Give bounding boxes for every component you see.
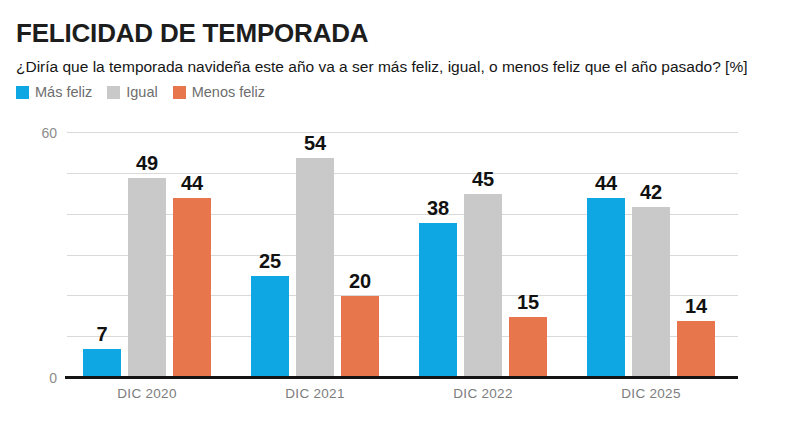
legend-swatch-icon — [173, 86, 186, 99]
legend-label: Más feliz — [35, 84, 92, 100]
bar-menos-feliz-dic-2020: 44 — [173, 198, 211, 378]
infographic: FELICIDAD DE TEMPORADA ¿Diría que la tem… — [0, 0, 800, 448]
legend-item-mas-feliz: Más feliz — [16, 84, 92, 100]
bar-value-label: 38 — [427, 197, 449, 220]
bar-igual-dic-2021: 54 — [296, 158, 334, 379]
bar-value-label: 45 — [472, 168, 494, 191]
legend-item-menos-feliz: Menos feliz — [173, 84, 265, 100]
chart-legend: Más feliz Igual Menos feliz — [16, 84, 280, 100]
bar-value-label: 14 — [685, 295, 707, 318]
plot-area: 74944255420384515444214 600 — [65, 133, 738, 378]
bar-menos-feliz-dic-2025: 14 — [677, 321, 715, 378]
bar-group-dic-2020: 74944 — [83, 133, 211, 378]
bar-value-label: 42 — [640, 181, 662, 204]
bar-mas-feliz-dic-2022: 38 — [419, 223, 457, 378]
category-label: DIC 2025 — [587, 386, 715, 401]
bar-groups: 74944255420384515444214 — [65, 133, 738, 378]
legend-item-igual: Igual — [107, 84, 157, 100]
bar-group-dic-2022: 384515 — [419, 133, 547, 378]
bar-igual-dic-2022: 45 — [464, 194, 502, 378]
legend-swatch-icon — [16, 86, 29, 99]
category-label: DIC 2022 — [419, 386, 547, 401]
legend-swatch-icon — [107, 86, 120, 99]
page-title: FELICIDAD DE TEMPORADA — [16, 18, 368, 49]
y-axis-tick-0: 0 — [49, 370, 57, 386]
bar-value-label: 25 — [259, 250, 281, 273]
bar-group-dic-2025: 444214 — [587, 133, 715, 378]
bar-mas-feliz-dic-2021: 25 — [251, 276, 289, 378]
legend-label: Menos feliz — [192, 84, 265, 100]
bar-value-label: 15 — [517, 291, 539, 314]
category-label: DIC 2020 — [83, 386, 211, 401]
bar-value-label: 54 — [304, 132, 326, 155]
category-label: DIC 2021 — [251, 386, 379, 401]
x-axis-labels: DIC 2020 DIC 2021 DIC 2022 DIC 2025 — [65, 386, 738, 401]
bar-igual-dic-2025: 42 — [632, 207, 670, 379]
x-axis-line — [65, 376, 738, 379]
bar-mas-feliz-dic-2020: 7 — [83, 349, 121, 378]
y-axis-tick-60: 60 — [41, 125, 57, 141]
bar-value-label: 49 — [136, 152, 158, 175]
bar-value-label: 44 — [595, 172, 617, 195]
bar-mas-feliz-dic-2025: 44 — [587, 198, 625, 378]
chart-subtitle: ¿Diría que la temporada navideña este añ… — [16, 58, 748, 76]
bar-menos-feliz-dic-2022: 15 — [509, 317, 547, 378]
bar-igual-dic-2020: 49 — [128, 178, 166, 378]
bar-value-label: 44 — [181, 172, 203, 195]
bar-value-label: 20 — [349, 270, 371, 293]
bar-value-label: 7 — [96, 323, 107, 346]
legend-label: Igual — [126, 84, 157, 100]
bar-menos-feliz-dic-2021: 20 — [341, 296, 379, 378]
bar-group-dic-2021: 255420 — [251, 133, 379, 378]
